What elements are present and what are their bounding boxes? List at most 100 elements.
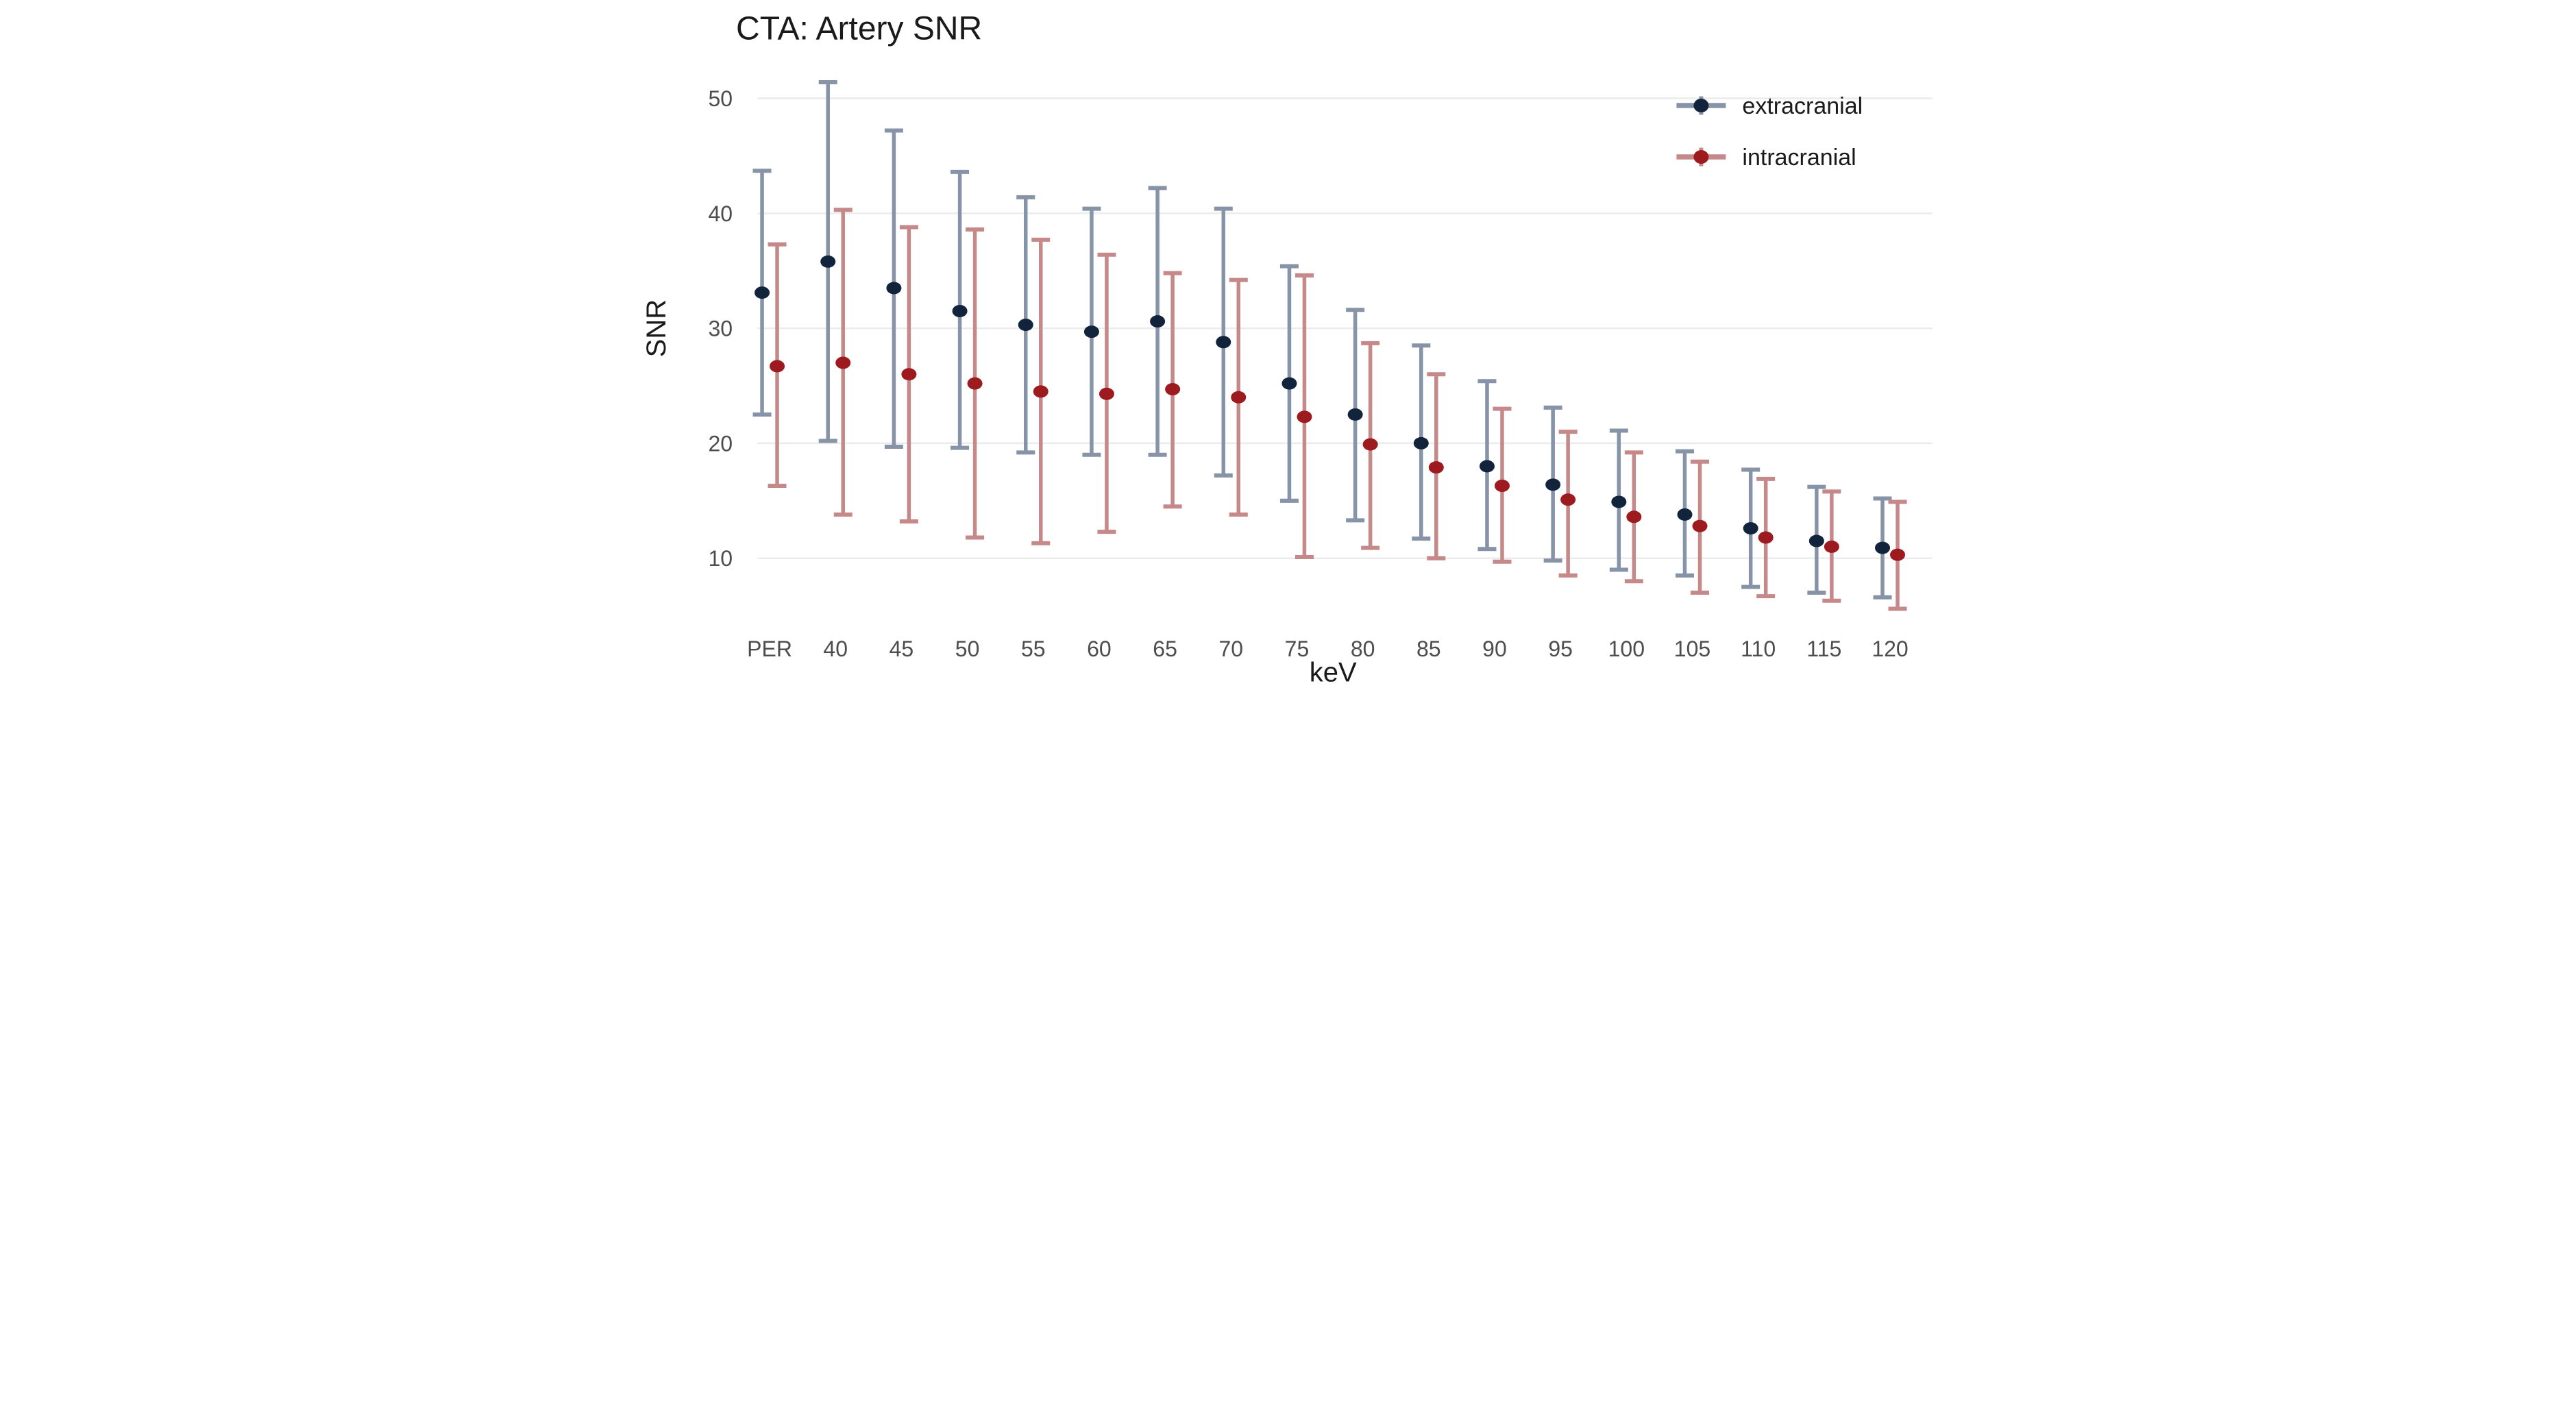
point-intracranial-70 bbox=[1230, 391, 1246, 404]
errorbar-extracranial-45 bbox=[884, 128, 903, 449]
x-tick-label-70: 70 bbox=[1218, 637, 1243, 661]
point-extracranial-90 bbox=[1479, 460, 1495, 473]
point-extracranial-105 bbox=[1676, 508, 1693, 521]
y-tick-label-20: 20 bbox=[708, 431, 733, 456]
legend-label: extracranial bbox=[1742, 93, 1863, 119]
point-extracranial-110 bbox=[1743, 522, 1758, 535]
errorbar-extracranial-90 bbox=[1477, 379, 1496, 552]
errorbar-intracranial-100 bbox=[1624, 450, 1643, 584]
errorbar-intracranial-115 bbox=[1821, 489, 1841, 603]
x-tick-label-95: 95 bbox=[1548, 637, 1573, 661]
y-tick-label-50: 50 bbox=[708, 86, 733, 111]
errorbar-extracranial-115 bbox=[1806, 484, 1826, 595]
x-tick-label-120: 120 bbox=[1872, 637, 1908, 661]
errorbar-intracranial-65 bbox=[1163, 271, 1182, 509]
errorbar-intracranial-70 bbox=[1229, 277, 1248, 517]
chart-title: CTA: Artery SNR bbox=[736, 11, 982, 47]
errorbar-extracranial-65 bbox=[1148, 186, 1167, 457]
point-intracranial-65 bbox=[1164, 383, 1180, 396]
point-intracranial-45 bbox=[900, 368, 916, 381]
x-tick-label-90: 90 bbox=[1482, 637, 1507, 661]
errorbar-intracranial-50 bbox=[965, 227, 984, 540]
legend-marker-dot bbox=[1693, 150, 1708, 164]
x-tick-label-PER: PER bbox=[747, 637, 792, 661]
legend: extracranial intracranial bbox=[1676, 93, 1863, 171]
errorbar-extracranial-80 bbox=[1345, 308, 1364, 523]
x-tick-label-100: 100 bbox=[1608, 637, 1644, 661]
point-intracranial-75 bbox=[1296, 410, 1312, 423]
point-extracranial-PER bbox=[754, 286, 770, 299]
point-extracranial-45 bbox=[885, 282, 901, 295]
cta-artery-snr-chart: 10 20 30 40 50 PER 40 45 50 55 60 65 70 75 80 85 90 95 100… bbox=[644, 0, 1933, 710]
point-extracranial-95 bbox=[1545, 478, 1560, 491]
legend-item-intracranial: intracranial bbox=[1676, 145, 1856, 171]
errorbar-extracranial-PER bbox=[752, 169, 772, 417]
errorbar-extracranial-120 bbox=[1873, 496, 1892, 600]
point-intracranial-95 bbox=[1560, 493, 1575, 506]
errorbar-intracranial-55 bbox=[1031, 237, 1050, 545]
errorbar-extracranial-75 bbox=[1279, 264, 1299, 503]
errorbar-extracranial-95 bbox=[1543, 405, 1562, 563]
errorbar-intracranial-80 bbox=[1360, 341, 1379, 550]
errorbar-intracranial-60 bbox=[1096, 252, 1116, 534]
legend-label: intracranial bbox=[1742, 145, 1856, 171]
x-tick-label-45: 45 bbox=[889, 637, 913, 661]
x-axis-tick-labels: PER 40 45 50 55 60 65 70 75 80 85 90 95 100 105 110 115 1… bbox=[747, 637, 1909, 661]
chart-container: 10 20 30 40 50 PER 40 45 50 55 60 65 70 75 80 85 90 95 100… bbox=[643, 0, 1933, 710]
errorbar-intracranial-75 bbox=[1295, 273, 1314, 560]
x-tick-label-65: 65 bbox=[1153, 637, 1177, 661]
point-intracranial-85 bbox=[1428, 461, 1444, 474]
point-intracranial-115 bbox=[1824, 540, 1839, 553]
point-extracranial-65 bbox=[1149, 315, 1165, 328]
point-intracranial-110 bbox=[1758, 531, 1774, 544]
point-intracranial-50 bbox=[967, 377, 983, 390]
point-extracranial-55 bbox=[1018, 319, 1033, 332]
point-extracranial-85 bbox=[1413, 436, 1429, 449]
errorbar-extracranial-55 bbox=[1016, 195, 1035, 455]
errorbar-extracranial-50 bbox=[950, 169, 969, 450]
x-tick-label-60: 60 bbox=[1087, 637, 1112, 661]
x-axis-label: keV bbox=[1309, 657, 1356, 687]
errorbar-extracranial-100 bbox=[1609, 428, 1628, 572]
point-extracranial-60 bbox=[1083, 325, 1099, 338]
y-tick-label-40: 40 bbox=[708, 201, 733, 226]
point-extracranial-50 bbox=[952, 304, 968, 317]
errorbar-intracranial-120 bbox=[1888, 499, 1907, 611]
x-tick-label-110: 110 bbox=[1741, 637, 1776, 661]
y-axis-tick-labels: 10 20 30 40 50 bbox=[708, 86, 733, 571]
point-extracranial-70 bbox=[1215, 336, 1231, 349]
legend-marker-dot bbox=[1693, 99, 1708, 113]
errorbar-intracranial-105 bbox=[1690, 459, 1709, 595]
point-extracranial-115 bbox=[1808, 534, 1824, 547]
point-intracranial-100 bbox=[1626, 510, 1641, 523]
x-tick-label-115: 115 bbox=[1806, 637, 1841, 661]
point-intracranial-PER bbox=[769, 360, 785, 373]
series-intracranial bbox=[768, 208, 1907, 611]
point-intracranial-80 bbox=[1362, 438, 1378, 451]
x-tick-label-105: 105 bbox=[1673, 637, 1710, 661]
point-extracranial-80 bbox=[1347, 408, 1363, 421]
point-intracranial-105 bbox=[1692, 519, 1708, 532]
point-extracranial-100 bbox=[1610, 495, 1626, 508]
errorbar-intracranial-95 bbox=[1558, 430, 1578, 578]
point-extracranial-120 bbox=[1874, 541, 1890, 554]
errorbar-intracranial-90 bbox=[1492, 406, 1511, 564]
point-extracranial-75 bbox=[1281, 377, 1297, 390]
errorbar-intracranial-40 bbox=[833, 208, 852, 517]
errorbar-extracranial-85 bbox=[1411, 343, 1430, 541]
point-intracranial-55 bbox=[1033, 385, 1048, 398]
x-tick-label-55: 55 bbox=[1020, 637, 1045, 661]
point-intracranial-40 bbox=[835, 356, 850, 369]
point-intracranial-120 bbox=[1889, 548, 1905, 561]
errorbar-extracranial-70 bbox=[1214, 206, 1233, 478]
errorbar-intracranial-85 bbox=[1426, 372, 1445, 560]
errorbar-extracranial-60 bbox=[1081, 206, 1101, 457]
x-tick-label-50: 50 bbox=[955, 637, 979, 661]
series-extracranial bbox=[752, 80, 1892, 600]
x-tick-label-40: 40 bbox=[823, 637, 848, 661]
point-intracranial-60 bbox=[1099, 387, 1114, 400]
point-extracranial-40 bbox=[820, 255, 835, 268]
point-intracranial-90 bbox=[1494, 479, 1510, 493]
errorbar-intracranial-110 bbox=[1756, 476, 1775, 599]
errorbar-extracranial-110 bbox=[1741, 467, 1760, 589]
